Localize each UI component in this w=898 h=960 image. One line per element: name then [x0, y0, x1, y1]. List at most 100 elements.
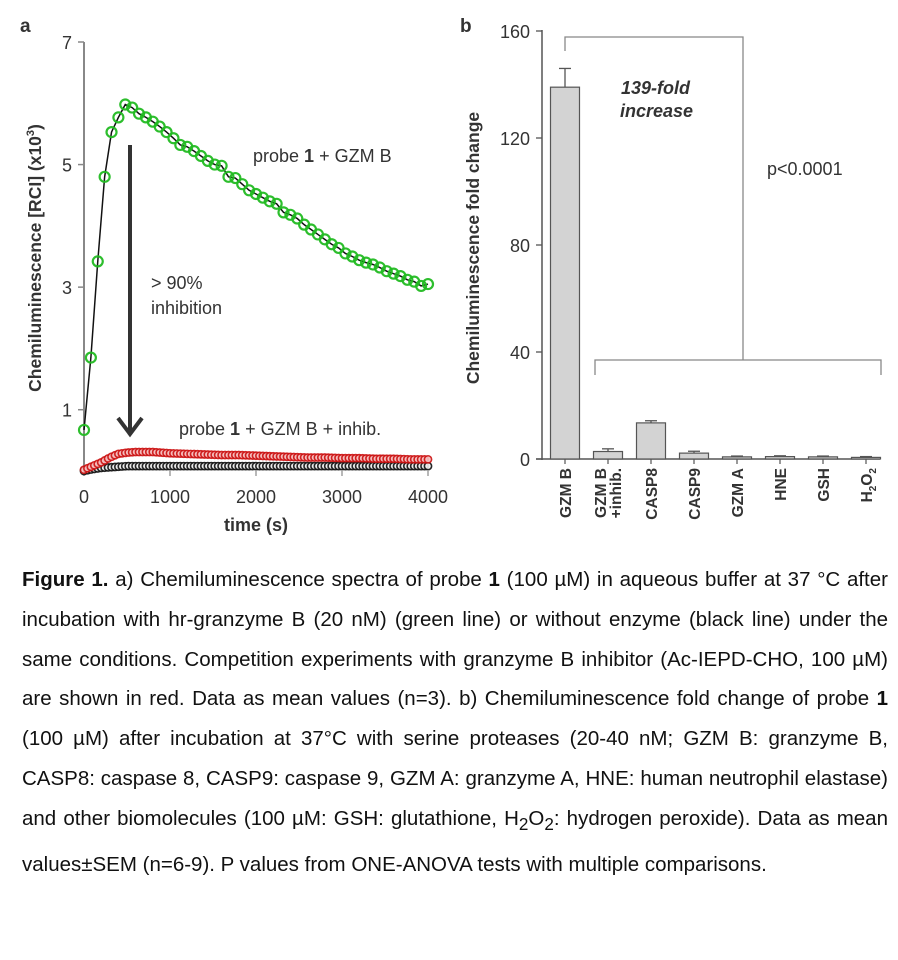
- panel-b-x-tick-label: HNE: [773, 468, 790, 501]
- panel-b-y-tick-label: 0: [520, 450, 530, 470]
- significance-bracket-bottom: [594, 359, 882, 375]
- bar: [807, 456, 839, 460]
- caption-part: (100 µM) in aqueous buffer at 37 °C afte…: [22, 568, 888, 711]
- series-label-inhib-bold: 1: [230, 419, 240, 439]
- bar: [592, 450, 624, 460]
- inhibition-arrow-head: [116, 416, 144, 438]
- series-label-inhib-post: + GZM B + inhib.: [240, 419, 381, 439]
- caption-figure-label: Figure 1.: [22, 568, 109, 591]
- panel-a-y-ticks: 1 3 5 7: [62, 33, 84, 421]
- label-line: GZM B: [593, 468, 610, 518]
- caption-part: O: [528, 806, 545, 830]
- caption-probe-number: 1: [876, 687, 888, 711]
- panel-b-y-tick-label: 160: [500, 22, 530, 42]
- series-point: [215, 159, 228, 172]
- series-point: [270, 197, 283, 210]
- panel-b-x-tick-label: GZM B+inhib.: [593, 468, 625, 518]
- series-point: [105, 125, 118, 139]
- series-point: [167, 132, 180, 145]
- panel-a-ylabel-sup: 3: [25, 130, 37, 136]
- bar: [678, 452, 710, 460]
- panel-a-x-ticks: 0 1000 2000 3000 4000: [79, 471, 448, 507]
- panel-a: a 1 3 5 7 0 1000 2000 3000 4000 Chemiluminescen…: [20, 16, 448, 535]
- panel-b-x-tick-label: GZM B: [558, 468, 575, 518]
- series-point: [77, 423, 91, 437]
- panel-a-ylabel-end: ): [25, 124, 45, 130]
- series-point: [84, 351, 97, 364]
- series-point: [415, 279, 428, 293]
- series-point: [98, 170, 111, 183]
- caption-part: (100 µM) after incubation at 37°C with s…: [22, 727, 888, 830]
- series-point: [380, 265, 393, 278]
- figure-caption: Figure 1. a) Chemiluminescence spectra o…: [22, 560, 888, 884]
- bar: [549, 86, 581, 460]
- series-point: [263, 195, 276, 208]
- panel-b-y-ticks: 0 40 80 120 160: [500, 22, 542, 470]
- panel-a-label: a: [20, 16, 31, 37]
- series-point: [236, 178, 249, 191]
- fold-annotation-line1: 139-fold: [621, 78, 691, 98]
- series-point: [229, 171, 242, 185]
- series-label-gzmb-pre: probe: [253, 146, 304, 166]
- panel-b-y-tick-label: 120: [500, 129, 530, 149]
- series-point: [160, 125, 173, 139]
- subscript: 2: [868, 485, 879, 491]
- series-point: [291, 212, 304, 225]
- bar: [764, 455, 796, 460]
- series-point: [112, 111, 125, 124]
- series-point: [339, 247, 352, 260]
- panel-a-x-tick-label: 3000: [322, 487, 362, 507]
- arrow-label-line2: inhibition: [151, 298, 222, 318]
- series-label-inhib-pre: probe: [179, 419, 230, 439]
- caption-subscript: 2: [518, 814, 529, 834]
- panel-a-y-tick-label: 7: [62, 33, 72, 53]
- panel-a-x-tick-label: 0: [79, 487, 89, 507]
- series-label-gzmb-bold: 1: [304, 146, 314, 166]
- panel-b-x-tick-label: H2O2: [859, 468, 879, 503]
- figure-canvas: a 1 3 5 7 0 1000 2000 3000 4000 Chemiluminescen…: [20, 16, 882, 535]
- p-value-annotation: p<0.0001: [767, 159, 843, 179]
- series-point: [126, 101, 139, 114]
- panel-a-y-axis-label: Chemiluminescence [RCI] (x103): [25, 124, 45, 392]
- bar: [721, 456, 753, 460]
- series-label-gzmb-post: + GZM B: [314, 146, 392, 166]
- series-label-gzmb: probe 1 + GZM B: [253, 146, 392, 166]
- caption-probe-number: 1: [488, 568, 500, 591]
- caption-part: : hydrogen peroxide). Data as mean value…: [22, 806, 888, 876]
- panel-a-x-tick-label: 1000: [150, 487, 190, 507]
- bar: [635, 422, 667, 460]
- series-point: [366, 258, 380, 271]
- panel-b-y-tick-label: 40: [510, 343, 530, 363]
- series-point: [353, 254, 366, 267]
- caption-subscript: 2: [544, 814, 554, 834]
- significance-bracket-top: [564, 36, 744, 360]
- series-point: [387, 267, 400, 280]
- subscript: 2: [868, 468, 879, 474]
- panel-b-y-tick-label: 80: [510, 236, 530, 256]
- panel-a-y-tick-label: 5: [62, 156, 72, 176]
- series-point: [222, 170, 235, 183]
- panel-a-x-tick-label: 2000: [236, 487, 276, 507]
- panel-a-ylabel-main: Chemiluminescence [RCI] (x10: [25, 136, 45, 392]
- series-point: [401, 273, 414, 286]
- element-symbol: H: [859, 491, 876, 502]
- series-point: [277, 206, 290, 219]
- panel-a-y-tick-label: 3: [62, 278, 72, 298]
- series-label-inhib: probe 1 + GZM B + inhib.: [179, 419, 381, 439]
- series-point: [423, 454, 433, 464]
- series-point: [91, 255, 104, 268]
- panel-a-series: [77, 98, 435, 476]
- panel-a-x-axis-label: time (s): [224, 515, 288, 535]
- panel-b-x-tick-labels: GZM B GZM B+inhib. CASP8 CASP9 GZM A HNE GSH H2…: [558, 468, 879, 520]
- series-point: [208, 158, 221, 171]
- panel-b-x-tick-label: CASP9: [687, 468, 704, 520]
- series-point: [174, 138, 187, 152]
- panel-b-label: b: [460, 16, 472, 37]
- panel-b-bars: [549, 67, 882, 464]
- arrow-label-line1: > 90%: [151, 273, 203, 293]
- panel-b-y-axis-label: Chemiluminescence fold change: [463, 112, 483, 385]
- panel-b-x-tick-label: CASP8: [644, 468, 661, 520]
- panel-b-x-tick-label: GZM A: [730, 468, 747, 517]
- panel-a-y-tick-label: 1: [62, 401, 72, 421]
- caption-part: a) Chemiluminescence spectra of probe: [108, 568, 489, 591]
